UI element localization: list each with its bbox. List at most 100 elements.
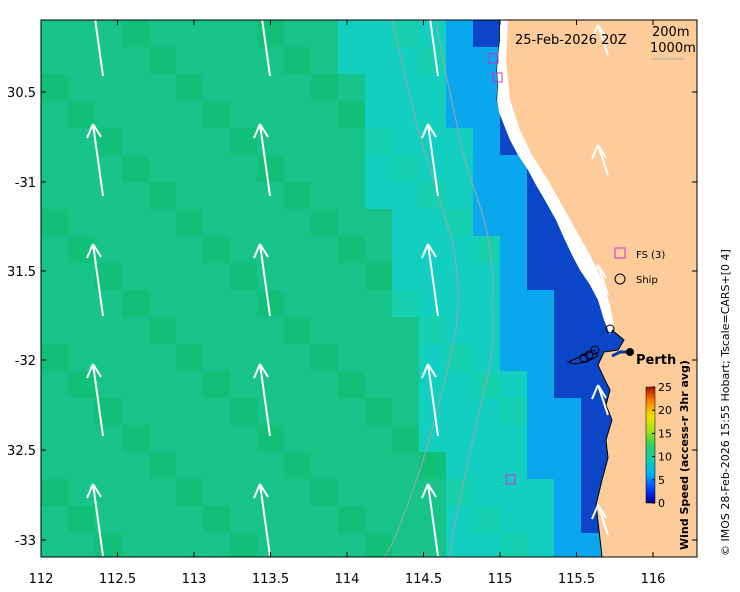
- ship-marker[interactable]: [579, 353, 589, 363]
- wind-cell: [473, 479, 501, 507]
- wind-cell: [257, 47, 285, 75]
- map-plot-area[interactable]: [41, 4, 717, 561]
- wind-cell: [176, 506, 204, 534]
- wind-arrow: [86, 123, 104, 197]
- wind-cell: [176, 263, 204, 291]
- wind-cell: [338, 506, 366, 534]
- wind-cell: [527, 236, 555, 264]
- wind-cell: [95, 344, 123, 372]
- wind-cell: [527, 344, 555, 372]
- wind-cell: [149, 74, 177, 102]
- wind-cell: [95, 128, 123, 156]
- wind-cell: [365, 290, 393, 318]
- plot-frame: [40, 19, 698, 558]
- perth-marker[interactable]: [626, 348, 634, 356]
- wind-cell: [500, 182, 528, 210]
- wind-cell: [446, 101, 474, 129]
- wind-arrow: [591, 384, 609, 416]
- wind-cell: [203, 452, 231, 480]
- wind-cell: [284, 128, 312, 156]
- wind-cell: [149, 479, 177, 507]
- wind-cell: [554, 425, 582, 453]
- wind-cell: [68, 533, 96, 557]
- wind-cell: [338, 182, 366, 210]
- wind-cell: [392, 452, 420, 480]
- wind-cell: [392, 101, 420, 129]
- x-tick: 115.5: [558, 20, 595, 587]
- wind-cell: [176, 452, 204, 480]
- wind-cell: [419, 101, 447, 129]
- wind-cell: [122, 155, 150, 183]
- wind-cell: [257, 263, 285, 291]
- fs-marker[interactable]: [488, 53, 499, 64]
- ship-marker[interactable]: [590, 345, 600, 355]
- wind-cell: [473, 236, 501, 264]
- wind-cell: [365, 155, 393, 183]
- wind-cell: [311, 533, 339, 557]
- wind-cell: [122, 263, 150, 291]
- wind-cell: [392, 317, 420, 345]
- wind-cell: [41, 425, 69, 453]
- wind-cell: [338, 236, 366, 264]
- wind-cell: [68, 20, 96, 48]
- wind-cell: [203, 209, 231, 237]
- wind-cell: [68, 290, 96, 318]
- wind-cell: [284, 20, 312, 48]
- wind-cell: [41, 263, 69, 291]
- wind-cell: [500, 479, 528, 507]
- wind-cell: [230, 74, 258, 102]
- wind-cell: [473, 452, 501, 480]
- svg-text:116: 116: [641, 572, 666, 587]
- x-tick: 113.5: [252, 20, 289, 587]
- wind-cell: [68, 506, 96, 534]
- svg-text:113.5: 113.5: [252, 572, 289, 587]
- wind-cell: [149, 506, 177, 534]
- wind-arrow: [591, 264, 609, 296]
- wind-arrow: [253, 483, 271, 557]
- wind-cell: [419, 47, 447, 75]
- wind-cell: [149, 209, 177, 237]
- wind-cell: [500, 344, 528, 372]
- wind-arrow: [253, 363, 271, 437]
- wind-cell: [41, 344, 69, 372]
- wind-cell: [41, 47, 69, 75]
- wind-cell: [338, 20, 366, 48]
- wind-cell: [473, 128, 501, 156]
- wind-cell: [446, 263, 474, 291]
- ship-marker[interactable]: [584, 350, 594, 360]
- wind-cell: [68, 317, 96, 345]
- wind-cell: [446, 128, 474, 156]
- wind-cell: [95, 182, 123, 210]
- wind-cell: [68, 128, 96, 156]
- fs-marker[interactable]: [492, 72, 503, 83]
- wind-cell: [176, 479, 204, 507]
- wind-cell: [284, 263, 312, 291]
- fs-markers: [488, 53, 516, 485]
- y-tick: 32.5: [7, 444, 697, 459]
- x-tick: 115: [488, 20, 512, 587]
- wind-cell: [419, 452, 447, 480]
- wind-cell: [527, 452, 555, 480]
- wind-cell: [230, 452, 258, 480]
- svg-text:0: 0: [658, 497, 665, 510]
- wind-cell: [311, 398, 339, 426]
- wind-cell: [392, 263, 420, 291]
- wind-cell: [473, 344, 501, 372]
- wind-cell: [122, 479, 150, 507]
- wind-cell: [176, 20, 204, 48]
- ship-marker[interactable]: [605, 324, 615, 334]
- x-axis: 112 112.5 113 113.5 114 114.5 115 115.5 116: [29, 20, 666, 587]
- wind-cell: [473, 182, 501, 210]
- wind-cell: [311, 155, 339, 183]
- wind-arrow: [421, 123, 439, 197]
- wind-cell: [446, 47, 474, 75]
- wind-cell: [230, 317, 258, 345]
- wind-cell: [203, 398, 231, 426]
- wind-arrow: [591, 24, 609, 56]
- wind-cell: [149, 290, 177, 318]
- wind-cell: [473, 425, 501, 453]
- fs-marker[interactable]: [505, 474, 516, 485]
- wind-arrow: [421, 363, 439, 437]
- wind-cell: [311, 209, 339, 237]
- wind-cell: [473, 74, 501, 102]
